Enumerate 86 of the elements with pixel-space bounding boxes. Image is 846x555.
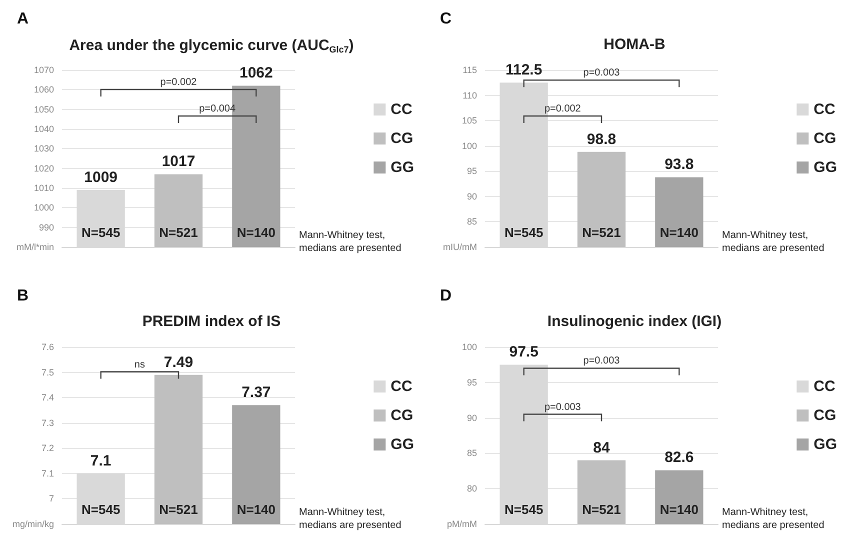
chart-title: PREDIM index of IS [142, 313, 281, 330]
y-tick-label: 90 [466, 191, 477, 202]
annotation: p=0.003 [544, 402, 582, 413]
data-label: 112.5 [505, 62, 542, 79]
y-tick-label: mg/min/kg [12, 519, 54, 529]
annotation: N=545 [81, 225, 120, 240]
chart-subtitle: B [17, 288, 29, 304]
legend-label: GG [390, 436, 414, 453]
legend-label: CG [390, 130, 414, 147]
data-label: 1017 [162, 153, 196, 170]
data-label: 93.8 [664, 156, 694, 174]
y-tick-label: 115 [462, 65, 477, 75]
y-tick-label: 1060 [34, 84, 54, 95]
chart-subtitle: A [17, 10, 29, 28]
y-tick-label: 95 [466, 166, 477, 176]
y-tick-label: 110 [462, 90, 477, 100]
data-label: 84 [593, 439, 610, 456]
y-tick-label: mM/l*min [16, 242, 54, 252]
data-label: 7.37 [242, 384, 271, 402]
chart-subtitle: C [440, 10, 452, 28]
data-label: 7.49 [164, 354, 194, 371]
legend-label: CC [390, 378, 412, 395]
y-tick-label: 80 [466, 484, 477, 494]
annotation: p=0.003 [583, 356, 620, 367]
legend-label: CG [390, 407, 414, 424]
data-label: 7.1 [90, 452, 112, 470]
chart-subtitle: D [440, 288, 452, 304]
text: Mann-Whitney test, medians are presented [722, 507, 824, 531]
annotation: N=545 [504, 502, 544, 517]
legend-label: CC [814, 101, 836, 118]
annotation: p=0.002 [160, 76, 198, 88]
y-tick-label: 7 [48, 494, 54, 504]
annotation: p=0.003 [583, 68, 620, 79]
annotation: N=140 [660, 502, 699, 517]
data-label: 1009 [84, 168, 118, 186]
text: Mann-Whitney test, medians are presented [299, 230, 402, 254]
y-tick-label: 7.6 [41, 342, 54, 352]
annotation: p=0.002 [544, 104, 582, 115]
y-tick-label: 7.1 [41, 468, 54, 478]
y-tick-label: 1030 [34, 144, 54, 154]
y-tick-label: 7.5 [41, 367, 54, 378]
text: Mann-Whitney test, medians are presented [299, 507, 402, 531]
annotation: N=521 [582, 225, 621, 240]
annotation: ns [134, 359, 145, 370]
chart-title: Insulinogenic index (IGI) [547, 313, 722, 330]
y-tick-label: 990 [38, 222, 54, 232]
y-tick-label: 90 [466, 412, 477, 423]
y-tick-label: 100 [462, 342, 477, 352]
y-tick-label: 105 [462, 116, 477, 126]
annotation: N=521 [159, 502, 198, 517]
annotation: N=521 [582, 502, 621, 517]
y-tick-label: 100 [462, 140, 477, 151]
annotation: N=140 [660, 225, 699, 240]
annotation: N=521 [159, 225, 198, 240]
data-label: 98.8 [586, 130, 616, 148]
annotation: N=140 [236, 502, 276, 517]
annotation: N=140 [236, 225, 276, 240]
y-tick-label: 85 [466, 216, 477, 227]
annotation: N=545 [81, 502, 120, 517]
y-tick-label: 1070 [34, 65, 54, 75]
legend-label: CC [390, 101, 412, 118]
annotation: N=545 [504, 225, 544, 240]
chart-title: HOMA-B [604, 36, 666, 53]
legend-label: GG [390, 159, 414, 176]
y-tick-label: 7.3 [41, 418, 54, 428]
y-tick-label: 1040 [34, 124, 54, 134]
data-label: 1062 [239, 64, 273, 82]
data-label: 97.5 [509, 344, 538, 361]
legend-label: CG [814, 407, 836, 424]
annotation: p=0.004 [199, 104, 236, 115]
y-tick-label: 1020 [34, 163, 54, 174]
legend-label: CG [814, 130, 836, 147]
y-tick-label: 1010 [34, 183, 54, 193]
legend-label: GG [814, 436, 838, 453]
y-tick-label: 7.2 [41, 443, 54, 454]
y-tick-label: 1050 [34, 104, 54, 114]
legend-label: GG [814, 159, 838, 176]
y-tick-label: 1000 [34, 202, 54, 213]
y-tick-label: 85 [466, 448, 477, 458]
y-tick-label: pM/mM [447, 519, 477, 529]
legend-label: CC [814, 378, 836, 395]
y-tick-label: 95 [466, 377, 477, 388]
text: Mann-Whitney test, medians are presented [722, 230, 824, 254]
y-tick-label: 7.4 [41, 392, 54, 403]
data-label: 82.6 [664, 449, 694, 466]
y-tick-label: mIU/mM [443, 242, 477, 252]
